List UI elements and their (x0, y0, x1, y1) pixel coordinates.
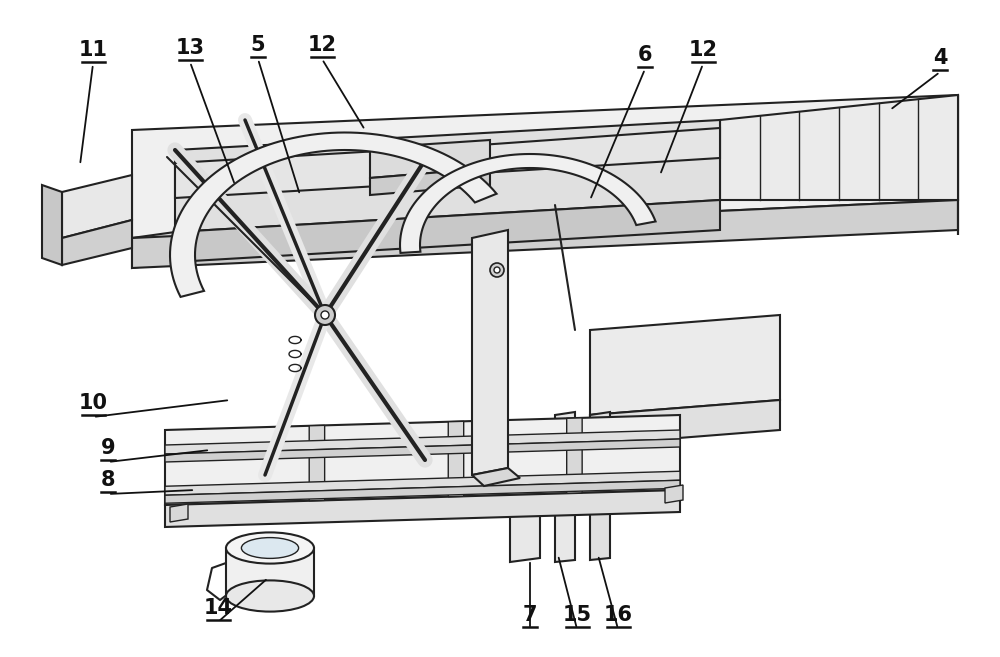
Text: 12: 12 (308, 35, 336, 55)
Polygon shape (472, 230, 508, 475)
Text: 11: 11 (78, 40, 108, 60)
Polygon shape (132, 232, 175, 268)
Polygon shape (62, 175, 132, 238)
Polygon shape (567, 418, 582, 493)
Text: 16: 16 (604, 605, 633, 625)
Polygon shape (165, 490, 680, 527)
Polygon shape (370, 168, 490, 195)
Polygon shape (165, 430, 680, 454)
Polygon shape (480, 128, 720, 173)
Polygon shape (590, 400, 780, 445)
Polygon shape (370, 140, 490, 178)
Polygon shape (448, 421, 464, 497)
Circle shape (321, 311, 329, 319)
Polygon shape (555, 412, 575, 562)
Polygon shape (590, 412, 610, 560)
Polygon shape (62, 220, 132, 265)
Polygon shape (165, 480, 680, 503)
Polygon shape (226, 548, 314, 596)
Polygon shape (175, 148, 430, 198)
Polygon shape (170, 133, 497, 297)
Polygon shape (720, 95, 958, 200)
Text: 6: 6 (638, 45, 652, 65)
Polygon shape (165, 471, 680, 495)
Polygon shape (132, 95, 958, 238)
Polygon shape (472, 468, 520, 486)
Text: 13: 13 (176, 38, 205, 58)
Circle shape (315, 305, 335, 325)
Polygon shape (165, 415, 680, 505)
Polygon shape (590, 315, 780, 415)
Polygon shape (400, 154, 656, 253)
Text: 7: 7 (523, 605, 537, 625)
Polygon shape (175, 120, 720, 232)
Ellipse shape (241, 537, 299, 558)
Polygon shape (42, 185, 62, 265)
Text: 5: 5 (251, 35, 265, 55)
Text: 15: 15 (562, 605, 592, 625)
Polygon shape (510, 426, 540, 562)
Polygon shape (170, 504, 188, 522)
Polygon shape (309, 425, 325, 501)
Text: 10: 10 (78, 393, 108, 413)
Polygon shape (132, 200, 958, 268)
Ellipse shape (226, 580, 314, 612)
Text: 4: 4 (933, 48, 947, 68)
Ellipse shape (226, 532, 314, 564)
Polygon shape (165, 439, 680, 462)
Text: 8: 8 (101, 470, 115, 490)
Circle shape (494, 267, 500, 273)
Text: 12: 12 (688, 40, 718, 60)
Text: 9: 9 (101, 438, 115, 458)
Polygon shape (665, 485, 683, 503)
Text: 14: 14 (204, 598, 232, 618)
Circle shape (490, 263, 504, 277)
Polygon shape (175, 200, 720, 262)
